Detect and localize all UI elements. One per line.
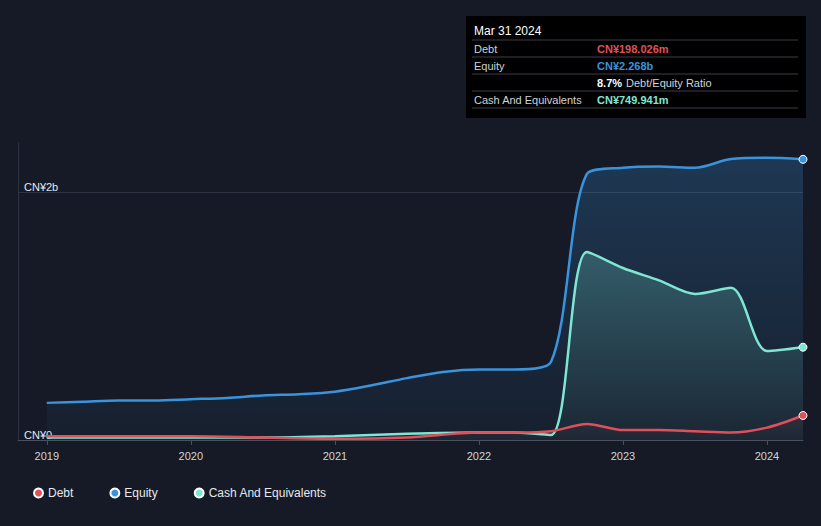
- svg-text:2020: 2020: [179, 450, 203, 462]
- svg-text:2019: 2019: [35, 450, 59, 462]
- svg-text:CN¥749.941m: CN¥749.941m: [597, 94, 669, 106]
- svg-text:CN¥198.026m: CN¥198.026m: [597, 43, 669, 55]
- svg-text:Cash And Equivalents: Cash And Equivalents: [209, 486, 326, 500]
- svg-text:CN¥0: CN¥0: [24, 428, 53, 441]
- svg-text:2023: 2023: [611, 450, 635, 462]
- svg-text:Debt/Equity Ratio: Debt/Equity Ratio: [626, 77, 712, 89]
- svg-text:Equity: Equity: [474, 60, 505, 72]
- svg-text:Debt: Debt: [474, 43, 497, 55]
- svg-text:2021: 2021: [323, 450, 347, 462]
- svg-text:2024: 2024: [755, 450, 779, 462]
- svg-text:Mar 31 2024: Mar 31 2024: [474, 24, 542, 38]
- svg-text:8.7%: 8.7%: [597, 77, 622, 89]
- svg-text:Equity: Equity: [124, 486, 157, 500]
- svg-text:Debt: Debt: [48, 486, 74, 500]
- svg-text:Cash And Equivalents: Cash And Equivalents: [474, 94, 582, 106]
- svg-text:CN¥2b: CN¥2b: [24, 181, 58, 193]
- svg-text:CN¥2.268b: CN¥2.268b: [597, 60, 654, 72]
- svg-text:2022: 2022: [467, 450, 491, 462]
